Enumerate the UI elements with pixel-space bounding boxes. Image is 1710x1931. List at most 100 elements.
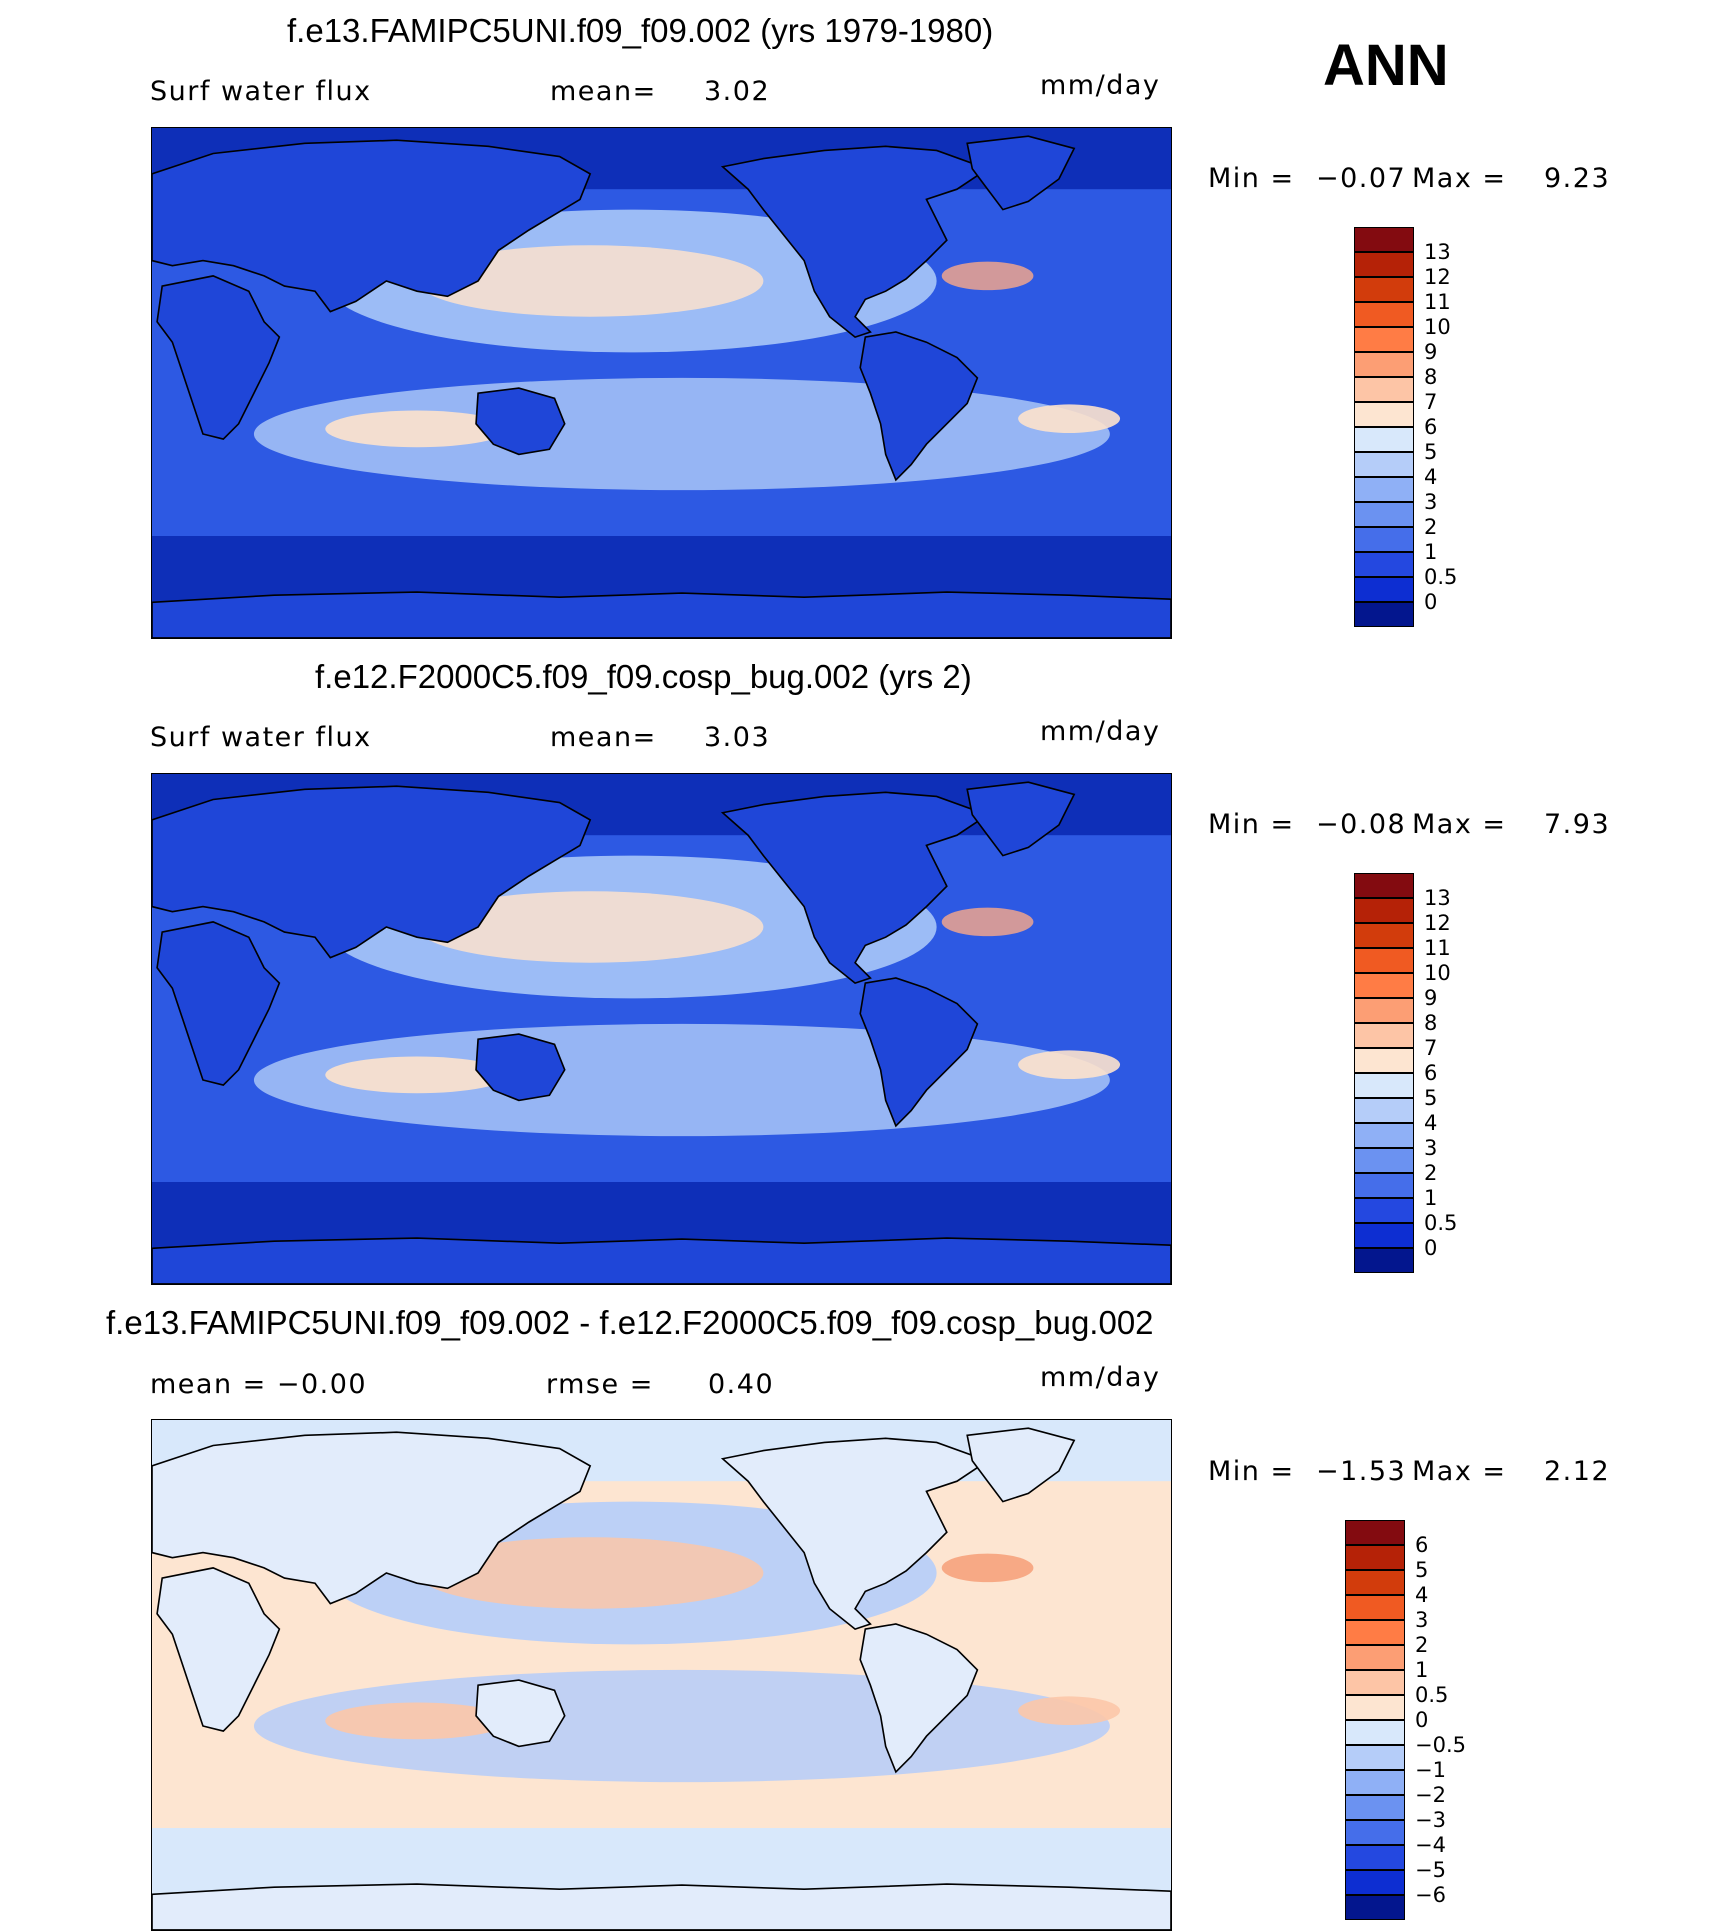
warm-region [325,1056,509,1094]
antarctica-coastline [152,591,1171,638]
colorbar-box [1345,1845,1405,1870]
colorbar-tick-label: 10 [1424,315,1451,339]
south-america-coastline [859,1623,979,1774]
colorbar-tick-label: 11 [1424,290,1451,314]
colorbar-box [1354,227,1414,252]
colorbar-box [1345,1645,1405,1670]
north-america-coastline [720,145,990,339]
min-value: −0.08 [1316,809,1407,840]
colorbar-box [1354,452,1414,477]
mean-value: 3.02 [704,76,771,107]
colorbar-tick-label: 0 [1415,1708,1429,1732]
rmse-label: rmse = [546,1369,654,1400]
colorbar-tick-label: 1 [1415,1658,1429,1682]
max-label: Max = [1412,1456,1507,1487]
colorbar-tick-label: 6 [1424,1061,1438,1085]
australia-coastline [475,1033,566,1102]
colorbar-box [1354,1048,1414,1073]
colorbar-box [1354,898,1414,923]
max-label: Max = [1412,809,1507,840]
antarctica-coastline [152,1237,1171,1284]
north-america-coastline [720,1437,990,1631]
colorbar-box [1354,352,1414,377]
colorbar-tick-label: 13 [1424,886,1451,910]
colorbar-tick-label: 1 [1424,540,1438,564]
mean-label: mean= [550,76,657,107]
colorbar-box [1345,1620,1405,1645]
colorbar-box [1354,1123,1414,1148]
panel-title: f.e13.FAMIPC5UNI.f09_f09.002 - f.e12.F20… [106,1304,1154,1341]
map-panel-3 [151,1419,1172,1931]
colorbar-box [1354,1023,1414,1048]
warm-region [1018,1696,1121,1725]
warm-region [325,410,509,448]
colorbar-box [1345,1695,1405,1720]
colorbar-tick-label: 0 [1424,590,1438,614]
colorbar-box [1345,1870,1405,1895]
eurasia-coastline [152,785,592,959]
colorbar-tick-label: 0.5 [1424,565,1458,589]
colorbar-box [1354,327,1414,352]
colorbar-box [1345,1520,1405,1545]
mean-label: mean = −0.00 [150,1369,368,1400]
colorbar-box [1345,1595,1405,1620]
africa-coastline [156,1567,281,1733]
greenland-coastline [966,781,1076,857]
rmse-value: 0.40 [708,1369,775,1400]
colorbar-box [1354,1148,1414,1173]
max-value: 9.23 [1544,163,1611,194]
colorbar-tick-label: 7 [1424,1036,1438,1060]
colorbar-box [1345,1670,1405,1695]
colorbar-box [1354,1098,1414,1123]
warm-region [1018,1050,1121,1079]
min-label: Min = [1208,1456,1295,1487]
colorbar-box [1354,873,1414,898]
antarctica-coastline [152,1883,1171,1930]
colorbar-tick-label: 4 [1424,465,1438,489]
colorbar-tick-label: 0 [1424,1236,1438,1260]
colorbar-tick-label: 5 [1424,440,1438,464]
colorbar-tick-label: 9 [1424,986,1438,1010]
colorbar-tick-label: −3 [1415,1808,1446,1832]
colorbar-box [1354,1248,1414,1273]
min-label: Min = [1208,163,1295,194]
colorbar-box [1354,552,1414,577]
max-value: 7.93 [1544,809,1611,840]
eurasia-coastline [152,1431,592,1605]
map-panel-1 [151,127,1172,639]
colorbar-tick-label: −1 [1415,1758,1446,1782]
hot-region [941,1553,1034,1583]
colorbar-tick-label: 12 [1424,911,1451,935]
colorbar-tick-label: −2 [1415,1783,1446,1807]
colorbar-box [1354,402,1414,427]
greenland-coastline [966,1427,1076,1503]
colorbar-box [1354,502,1414,527]
colorbar-box [1345,1820,1405,1845]
warm-region [416,891,764,963]
colorbar-box [1345,1720,1405,1745]
max-value: 2.12 [1544,1456,1611,1487]
colorbar-tick-label: −4 [1415,1833,1446,1857]
colorbar-box [1354,998,1414,1023]
eurasia-coastline [152,139,592,313]
colorbar-box [1354,302,1414,327]
units-label: mm/day [1040,70,1161,101]
colorbar-box [1354,252,1414,277]
colorbar-tick-label: 12 [1424,265,1451,289]
colorbar-tick-label: 6 [1424,415,1438,439]
hot-region [941,261,1034,291]
colorbar-box [1354,948,1414,973]
colorbar-box [1354,527,1414,552]
colorbar-tick-label: 5 [1424,1086,1438,1110]
season-label: ANN [1323,33,1449,98]
colorbar-tick-label: −0.5 [1415,1733,1466,1757]
warm-region [416,245,764,317]
map-panel-2 [151,773,1172,1285]
units-label: mm/day [1040,716,1161,747]
colorbar-box [1345,1770,1405,1795]
min-value: −1.53 [1316,1456,1407,1487]
warm-region [416,1537,764,1609]
colorbar-box [1354,477,1414,502]
colorbar-tick-label: −5 [1415,1858,1446,1882]
warm-region [1018,404,1121,433]
